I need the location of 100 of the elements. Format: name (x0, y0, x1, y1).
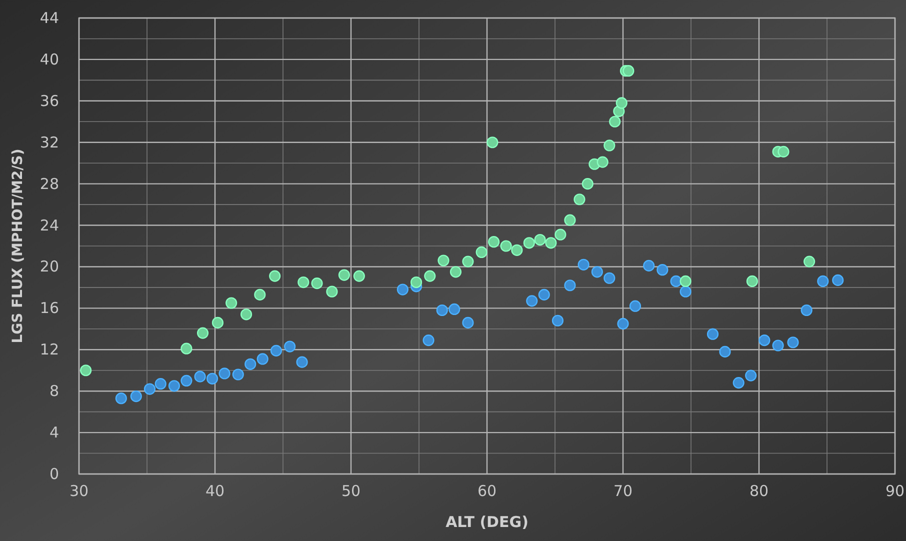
point (564, 214, 576, 226)
point (719, 346, 731, 358)
point (616, 97, 628, 109)
point (574, 194, 586, 206)
point (353, 270, 365, 282)
point (436, 304, 448, 316)
y-tick-label: 8 (49, 382, 59, 400)
point (244, 358, 256, 370)
x-tick-label: 90 (885, 482, 905, 500)
point (269, 270, 281, 282)
point (582, 178, 594, 190)
point (500, 240, 512, 252)
point (706, 328, 719, 340)
point (438, 254, 450, 266)
point (800, 304, 812, 316)
point (832, 274, 844, 286)
point (254, 288, 266, 300)
point (564, 280, 576, 292)
point (462, 256, 474, 268)
point (462, 316, 474, 328)
point (311, 278, 323, 290)
point (523, 237, 535, 249)
x-tick-label: 80 (749, 482, 769, 500)
y-tick-label: 28 (40, 174, 59, 193)
y-tick-label: 36 (40, 92, 59, 110)
point (396, 284, 408, 296)
point (526, 295, 538, 307)
point (511, 244, 523, 256)
point (80, 364, 92, 376)
point (424, 270, 436, 282)
point (206, 372, 218, 384)
point (643, 260, 655, 272)
y-tick-label: 44 (40, 9, 59, 27)
point (552, 314, 564, 326)
point (338, 269, 350, 281)
x-tick-label: 40 (205, 482, 225, 500)
y-tick-label: 0 (49, 465, 59, 483)
point (130, 390, 142, 402)
point (296, 356, 308, 368)
point (778, 146, 790, 158)
point (448, 303, 460, 316)
point (758, 334, 770, 346)
point (538, 288, 550, 300)
point (545, 237, 557, 249)
point (609, 116, 621, 128)
y-tick-label: 40 (40, 50, 59, 68)
point (488, 236, 500, 248)
point (422, 334, 434, 346)
point (144, 383, 156, 395)
point (578, 258, 590, 270)
point (284, 340, 296, 352)
point (326, 286, 338, 298)
point (154, 378, 166, 390)
point (226, 297, 238, 309)
point (232, 368, 244, 380)
point (656, 264, 668, 276)
point (670, 275, 682, 288)
point (240, 308, 252, 320)
point (732, 377, 744, 389)
point (115, 392, 127, 404)
point (804, 256, 816, 268)
point (410, 276, 422, 288)
point (180, 374, 192, 387)
point (270, 344, 282, 356)
y-tick-label: 16 (40, 299, 59, 318)
x-axis-title: ALT (DEG) (446, 513, 528, 531)
x-tick-label: 30 (69, 482, 89, 500)
y-tick-label: 20 (40, 258, 59, 276)
x-tick-label: 70 (613, 482, 633, 500)
point (622, 65, 634, 77)
point (196, 327, 209, 339)
x-tick-label: 50 (341, 482, 361, 500)
point (604, 272, 616, 284)
point (604, 140, 616, 152)
point (745, 370, 757, 382)
point (212, 316, 224, 328)
point (256, 353, 268, 365)
point (534, 234, 546, 246)
point (486, 136, 498, 148)
y-tick-label: 4 (49, 424, 59, 442)
point (476, 246, 488, 258)
point (450, 266, 462, 278)
y-tick-label: 24 (40, 216, 59, 234)
point (617, 318, 629, 330)
point (746, 275, 758, 288)
point (554, 228, 566, 240)
point (787, 336, 799, 348)
point (680, 275, 692, 288)
point (168, 380, 180, 392)
point (772, 340, 784, 352)
point (298, 276, 310, 288)
y-tick-label: 32 (40, 133, 59, 152)
y-axis-title: LGS FLUX (MPHOT/M2/S) (10, 148, 26, 344)
point (817, 275, 829, 288)
x-tick-label: 60 (477, 482, 497, 500)
point (218, 368, 230, 380)
point (194, 370, 206, 382)
point (591, 266, 603, 278)
y-tick-label: 12 (40, 340, 59, 359)
point (180, 342, 192, 354)
